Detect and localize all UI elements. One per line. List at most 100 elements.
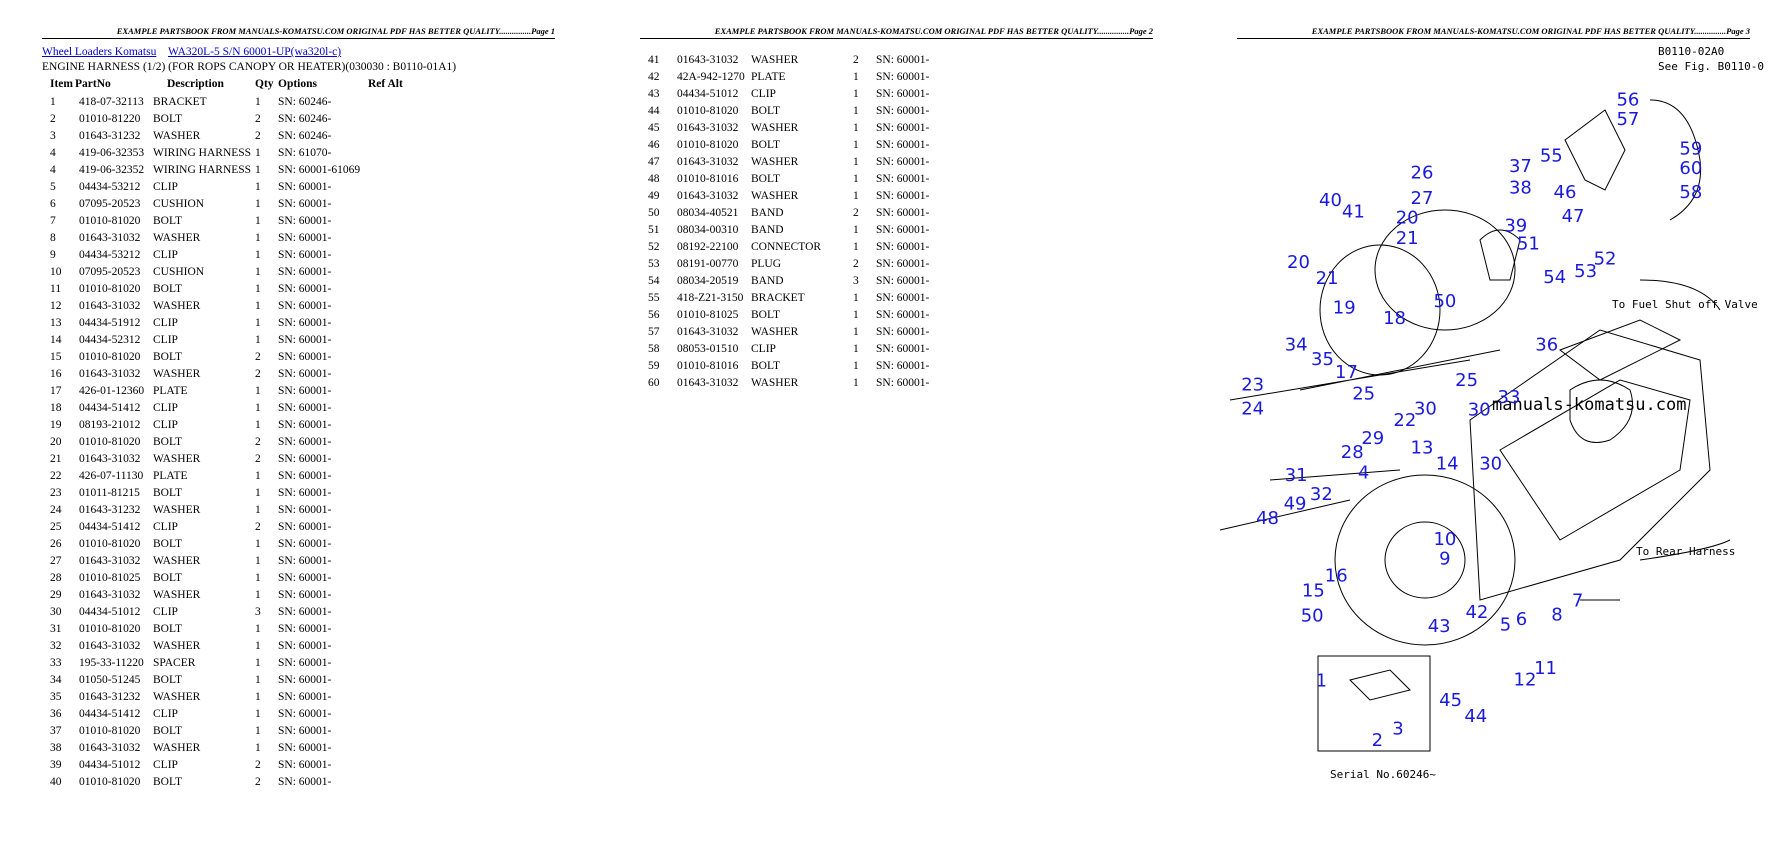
qty: 1	[255, 317, 261, 329]
part-no: 08192-22100	[677, 241, 739, 253]
column-header: Qty	[255, 78, 274, 90]
part-no: 07095-20523	[79, 198, 141, 210]
qty: 1	[853, 173, 859, 185]
qty: 1	[255, 725, 261, 737]
item: 40	[50, 776, 62, 788]
qty: 1	[255, 555, 261, 567]
options: SN: 60001-	[278, 436, 332, 448]
description: CLIP	[153, 606, 178, 618]
callout-number: 30	[1414, 398, 1437, 419]
description: CLIP	[153, 759, 178, 771]
options: SN: 60001-	[278, 232, 332, 244]
part-no: 04434-51012	[79, 606, 141, 618]
callout-number: 45	[1439, 690, 1462, 711]
item: 11	[50, 283, 62, 295]
description: BOLT	[153, 113, 182, 125]
qty: 1	[853, 343, 859, 355]
qty: 1	[255, 215, 261, 227]
description: WASHER	[153, 640, 201, 652]
options: SN: 60001-	[278, 300, 332, 312]
options: SN: 60001-	[278, 776, 332, 788]
item: 24	[50, 504, 62, 516]
item: 47	[648, 156, 660, 168]
options: SN: 60001-	[278, 657, 332, 669]
description: BOLT	[153, 538, 182, 550]
options: SN: 60001-	[278, 266, 332, 278]
part-no: 01643-31032	[677, 377, 739, 389]
description: BOLT	[751, 309, 780, 321]
callout-number: 5	[1500, 615, 1511, 636]
description: BAND	[751, 207, 784, 219]
description: SPACER	[153, 657, 196, 669]
description: BOLT	[751, 360, 780, 372]
item: 36	[50, 708, 62, 720]
item: 17	[50, 385, 62, 397]
qty: 1	[255, 147, 261, 159]
description: CLIP	[153, 708, 178, 720]
options: SN: 60001-	[278, 215, 332, 227]
description: WASHER	[153, 453, 201, 465]
options: SN: 60001-	[876, 343, 930, 355]
callout-number: 10	[1433, 529, 1456, 550]
breadcrumb-link[interactable]: Wheel Loaders Komatsu	[42, 46, 157, 58]
options: SN: 60001-	[278, 572, 332, 584]
qty: 1	[255, 249, 261, 261]
item: 54	[648, 275, 660, 287]
description: BOLT	[153, 725, 182, 737]
description: WASHER	[751, 377, 799, 389]
description: CLIP	[153, 521, 178, 533]
description: CLIP	[153, 334, 178, 346]
description: WASHER	[751, 326, 799, 338]
item: 28	[50, 572, 62, 584]
item: 41	[648, 54, 660, 66]
part-no: 08193-21012	[79, 419, 141, 431]
item: 20	[50, 436, 62, 448]
callout-number: 30	[1479, 453, 1502, 474]
page-header: EXAMPLE PARTSBOOK FROM MANUALS-KOMATSU.C…	[714, 26, 1153, 36]
item: 33	[50, 657, 62, 669]
item: 14	[50, 334, 62, 346]
item: 5	[50, 181, 56, 193]
description: WASHER	[153, 742, 201, 754]
description: CLIP	[153, 419, 178, 431]
callout-number: 12	[1514, 670, 1537, 691]
description: BOLT	[153, 351, 182, 363]
breadcrumb-link[interactable]: WA320L-5 S/N 60001-UP(wa320l-c)	[168, 46, 342, 58]
qty: 1	[255, 198, 261, 210]
item: 31	[50, 623, 62, 635]
part-no: 01010-81020	[79, 215, 141, 227]
item: 26	[50, 538, 62, 550]
part-no: 01010-81020	[79, 776, 141, 788]
item: 30	[50, 606, 62, 618]
column-header: Item	[50, 78, 73, 90]
part-no: 01010-81020	[79, 351, 141, 363]
part-no: 01011-81215	[79, 487, 140, 499]
description: CLIP	[153, 181, 178, 193]
part-no: 04434-51412	[79, 708, 141, 720]
options: SN: 60001-	[876, 88, 930, 100]
callout-number: 31	[1285, 465, 1308, 486]
item: 29	[50, 589, 62, 601]
options: SN: 61070-	[278, 147, 332, 159]
callout-number: 3	[1392, 719, 1403, 740]
item: 13	[50, 317, 62, 329]
description: WIRING HARNESS	[153, 147, 252, 159]
callout-number: 28	[1341, 442, 1364, 463]
item: 51	[648, 224, 660, 236]
callout-number: 56	[1616, 90, 1639, 111]
qty: 1	[255, 232, 261, 244]
callout-number: 50	[1301, 605, 1324, 626]
callout-number: 22	[1393, 410, 1416, 431]
options: SN: 60001-	[876, 173, 930, 185]
callout-number: 57	[1616, 109, 1639, 130]
callout-number: 55	[1540, 146, 1563, 167]
qty: 1	[255, 385, 261, 397]
callout-number: 13	[1411, 437, 1434, 458]
description: WASHER	[153, 130, 201, 142]
part-no: 08191-00770	[677, 258, 739, 270]
qty: 2	[255, 436, 261, 448]
item: 7	[50, 215, 56, 227]
part-no: 08034-00310	[677, 224, 739, 236]
